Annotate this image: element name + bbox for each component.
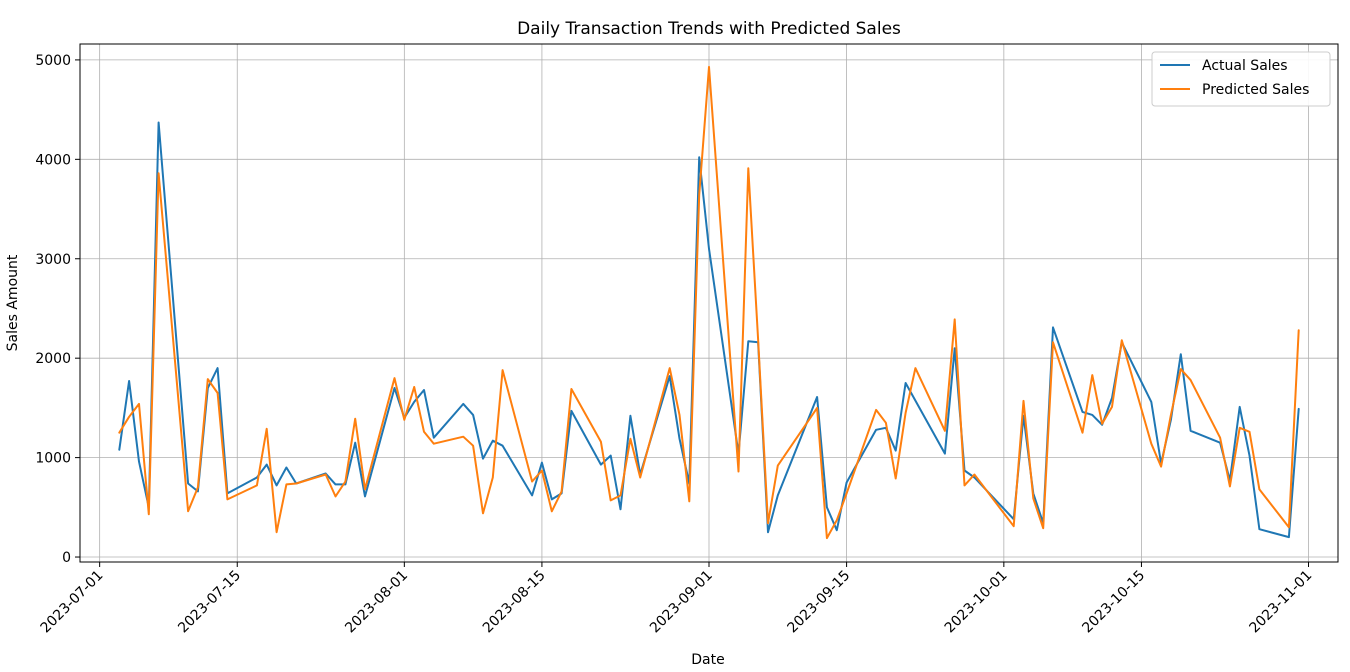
chart-title: Daily Transaction Trends with Predicted …	[517, 19, 901, 39]
legend-box	[1151, 51, 1331, 107]
x-tick-label: 2023-09-15	[785, 568, 854, 637]
y-tick-label: 0	[62, 550, 71, 566]
x-tick-label: 2023-09-01	[647, 568, 716, 637]
grid	[80, 44, 1338, 562]
series-lines	[118, 65, 1300, 540]
y-tick-label: 1000	[35, 451, 71, 467]
y-axis-label: Sales Amount	[5, 254, 21, 351]
x-axis-ticks: 2023-07-01 2023-07-15 2023-08-01 2023-08-15…	[38, 562, 1315, 637]
series-line-predicted-sales	[118, 65, 1300, 540]
x-tick-label: 2023-07-01	[38, 568, 107, 637]
x-tick-label: 2023-10-15	[1079, 568, 1148, 637]
y-tick-label: 2000	[35, 351, 71, 367]
x-tick-label: 2023-10-01	[942, 568, 1011, 637]
y-tick-label: 4000	[35, 152, 71, 168]
x-tick-label: 2023-07-15	[175, 568, 244, 637]
legend-label: Predicted Sales	[1202, 82, 1309, 98]
x-tick-label: 2023-08-15	[480, 568, 549, 637]
legend: Actual Sales Predicted Sales	[1151, 51, 1331, 107]
y-axis-ticks: 0 1000 2000 3000 4000 5000	[35, 53, 80, 566]
x-axis-label: Date	[691, 652, 724, 668]
y-tick-label: 5000	[35, 53, 71, 69]
legend-label: Actual Sales	[1202, 58, 1288, 74]
x-tick-label: 2023-08-01	[342, 568, 411, 637]
y-tick-label: 3000	[35, 252, 71, 268]
x-tick-label: 2023-11-01	[1246, 568, 1315, 637]
